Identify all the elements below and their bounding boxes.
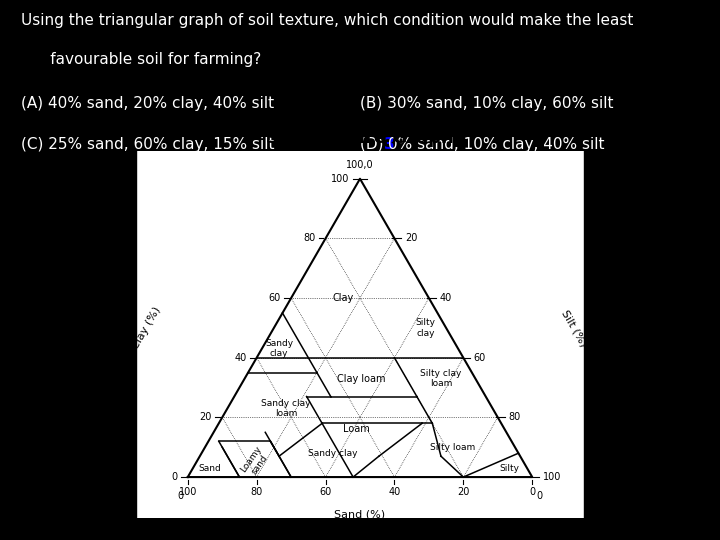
- Text: Silty loam: Silty loam: [431, 443, 476, 452]
- Text: 0: 0: [529, 488, 535, 497]
- Text: Clay (%): Clay (%): [130, 305, 163, 351]
- Text: Sandy
clay: Sandy clay: [265, 339, 293, 359]
- Text: (B) 30% sand, 10% clay, 60% silt: (B) 30% sand, 10% clay, 60% silt: [360, 96, 613, 111]
- Text: Silty: Silty: [500, 464, 520, 472]
- Text: 40: 40: [388, 488, 400, 497]
- Text: Silty
clay: Silty clay: [415, 318, 436, 338]
- Text: Clay loam: Clay loam: [338, 374, 386, 383]
- Text: Loamy
sand: Loamy sand: [238, 444, 271, 480]
- Text: 40: 40: [234, 353, 246, 363]
- Text: favourable soil for farming?: favourable soil for farming?: [22, 52, 261, 67]
- Text: 80: 80: [251, 488, 263, 497]
- Text: Sandy clay: Sandy clay: [307, 449, 357, 458]
- Text: Clay: Clay: [332, 293, 354, 303]
- Text: 40: 40: [439, 293, 451, 303]
- Text: Using the triangular graph of soil texture, which condition would make the least: Using the triangular graph of soil textu…: [22, 13, 634, 28]
- Text: 100: 100: [331, 174, 350, 184]
- Text: 100,0: 100,0: [346, 160, 374, 170]
- Text: 60: 60: [474, 353, 486, 363]
- Text: Silty clay
loam: Silty clay loam: [420, 369, 462, 388]
- Title: Soil Texture Graph: Soil Texture Graph: [266, 129, 454, 147]
- Text: (A) 40% sand, 20% clay, 40% silt: (A) 40% sand, 20% clay, 40% silt: [22, 96, 274, 111]
- Text: 3: 3: [384, 137, 395, 152]
- Text: 100: 100: [179, 488, 197, 497]
- Text: (C) 25% sand, 60% clay, 15% silt: (C) 25% sand, 60% clay, 15% silt: [22, 137, 275, 152]
- Text: 0: 0: [178, 491, 184, 501]
- Text: 0: 0: [171, 472, 177, 482]
- Text: 100: 100: [543, 472, 561, 482]
- Text: 80: 80: [508, 413, 521, 422]
- Text: Silt (%): Silt (%): [559, 308, 588, 348]
- FancyBboxPatch shape: [136, 148, 584, 522]
- Text: 60: 60: [269, 293, 281, 303]
- Text: 0% sand, 10% clay, 40% silt: 0% sand, 10% clay, 40% silt: [388, 137, 605, 152]
- Text: 60: 60: [320, 488, 332, 497]
- Text: Loam: Loam: [343, 424, 370, 434]
- Text: Sand (%): Sand (%): [334, 510, 386, 520]
- Text: Sandy clay
loam: Sandy clay loam: [261, 399, 311, 418]
- Text: (D): (D): [360, 137, 388, 152]
- Text: Sand: Sand: [199, 464, 222, 472]
- Text: 0: 0: [536, 491, 542, 501]
- Text: 20: 20: [405, 233, 417, 244]
- Text: 80: 80: [303, 233, 315, 244]
- Text: 20: 20: [199, 413, 212, 422]
- Text: 20: 20: [457, 488, 469, 497]
